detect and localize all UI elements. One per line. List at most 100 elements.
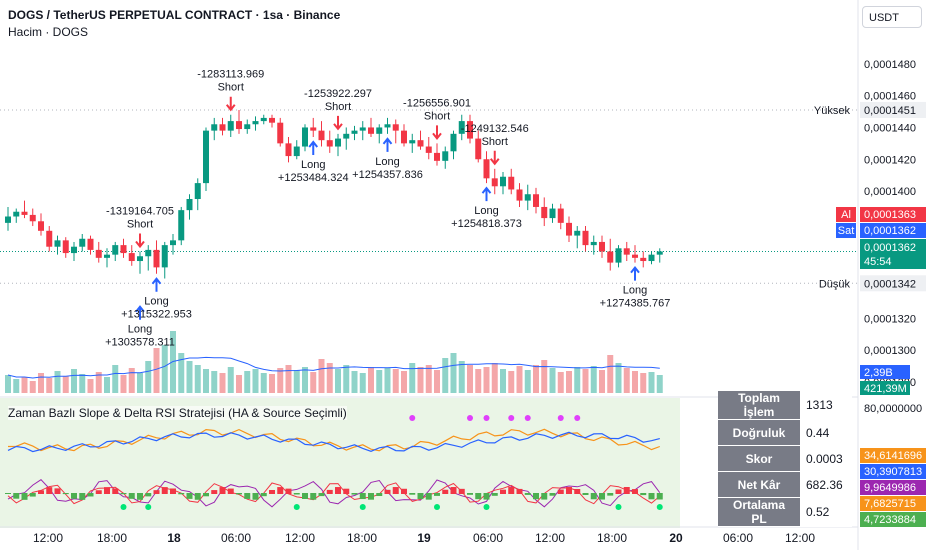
candle-body [656,251,663,255]
osc-histogram-bar [359,493,366,500]
long-signal-label: Long [301,159,325,171]
osc-histogram-bar [79,493,86,500]
osc-histogram-bar [170,488,176,494]
candle-body [153,249,160,268]
volume-bar [87,379,94,393]
osc-histogram-bar [128,493,135,499]
candle-body [285,143,292,157]
volume-legend: Hacim · DOGS [8,25,89,39]
candle-body [632,254,638,258]
volume-bar [434,370,440,393]
volume-bar [351,371,358,393]
candle-body [145,249,152,257]
signal-dot-top [557,415,564,421]
volume-bar [425,365,432,393]
volume-bar [656,375,663,393]
short-signal-value: -1256556.901 [403,97,471,109]
osc-histogram-bar [351,493,358,495]
volume-bar [79,374,86,393]
time-tick-label: 19 [417,531,431,545]
short-signal-value: -1319164.705 [106,205,174,217]
candle-body [260,117,267,122]
osc-histogram-bar [615,489,622,494]
candle-body [236,121,242,130]
osc-histogram-bar [153,490,160,494]
candle-body [302,127,308,147]
short-signal-label: Short [424,110,450,122]
candle-body [417,140,424,147]
osc-histogram-bar [483,493,490,500]
osc-histogram-bar [21,493,28,500]
volume-ma-tag-bg [860,365,910,379]
currency-selector[interactable]: USDT [862,6,922,28]
osc-histogram-bar [640,493,647,496]
volume-bar [236,375,242,393]
price-tick-label: 0,0001480 [864,59,916,71]
osc-histogram-bar [508,487,515,494]
signal-dot-bottom [483,504,490,510]
osc-histogram-bar [236,493,242,495]
osc-histogram-bar [582,493,589,496]
time-tick-label: 12:00 [33,531,63,545]
volume-bar [343,365,350,393]
osc-histogram-bar [161,487,168,494]
bid-price-bg [860,223,926,238]
osc-histogram-bar [599,493,605,500]
osc-histogram-bar [5,493,11,494]
candle-countdown: 45:54 [864,256,892,268]
osc-value-tag-bg [860,480,926,495]
price-tick-label: 0,0001460 [864,91,916,103]
signal-dot-bottom [293,504,300,510]
osc-histogram-bar [62,493,69,495]
volume-bar [401,371,407,393]
candle-body [392,124,399,131]
stats-label: Doğruluk [718,419,800,446]
candle-body [467,121,473,139]
osc-axis-top: 80,0000000 [864,403,922,415]
candle-body [516,189,523,201]
candle-body [21,211,28,215]
candle-body [607,251,614,263]
volume-bar [128,368,135,393]
osc-histogram-bar [277,487,284,494]
time-tick-label: 06:00 [221,531,251,545]
candle-body [401,130,407,144]
candle-body [178,210,185,241]
volume-bar [21,377,28,393]
stats-value: 682.36 [800,471,852,498]
osc-histogram-bar [524,493,531,495]
candle-body [244,124,251,130]
stats-row: Doğruluk 0.44 [718,419,852,446]
signal-dot-bottom [434,504,440,510]
osc-histogram-bar [178,493,185,495]
volume-bar [458,361,465,393]
candle-body [508,176,515,190]
volume-bar [244,371,251,393]
osc-histogram-bar [293,493,300,495]
volume-bar [384,368,391,393]
candle-body [376,127,383,134]
time-tick-label: 06:00 [723,531,753,545]
long-signal-label: Long [128,324,152,336]
osc-histogram-bar [137,493,143,500]
osc-value-tag: 7,6825715 [864,498,916,510]
volume-bar [392,369,399,393]
osc-histogram-bar [458,488,465,494]
osc-histogram-bar [590,493,597,500]
signal-dot-bottom [615,504,622,510]
osc-histogram-bar [186,493,193,499]
volume-ma-tag: 2,39B [864,367,893,379]
ask-label-bg [836,207,856,222]
volume-bar [574,367,581,393]
indicator-title: Zaman Bazlı Slope & Delta RSI Stratejisi… [8,406,347,420]
candle-body [582,230,589,246]
short-arrow-icon [432,125,442,140]
volume-bar [599,370,605,393]
osc-histogram-bar [475,493,482,500]
osc-histogram-bar [227,488,234,494]
stats-label: Ortalama PL [718,497,800,527]
osc-histogram-bar [120,493,127,495]
short-arrow-icon [489,150,500,166]
osc-histogram-bar [557,489,564,494]
osc-histogram-bar [566,487,572,494]
